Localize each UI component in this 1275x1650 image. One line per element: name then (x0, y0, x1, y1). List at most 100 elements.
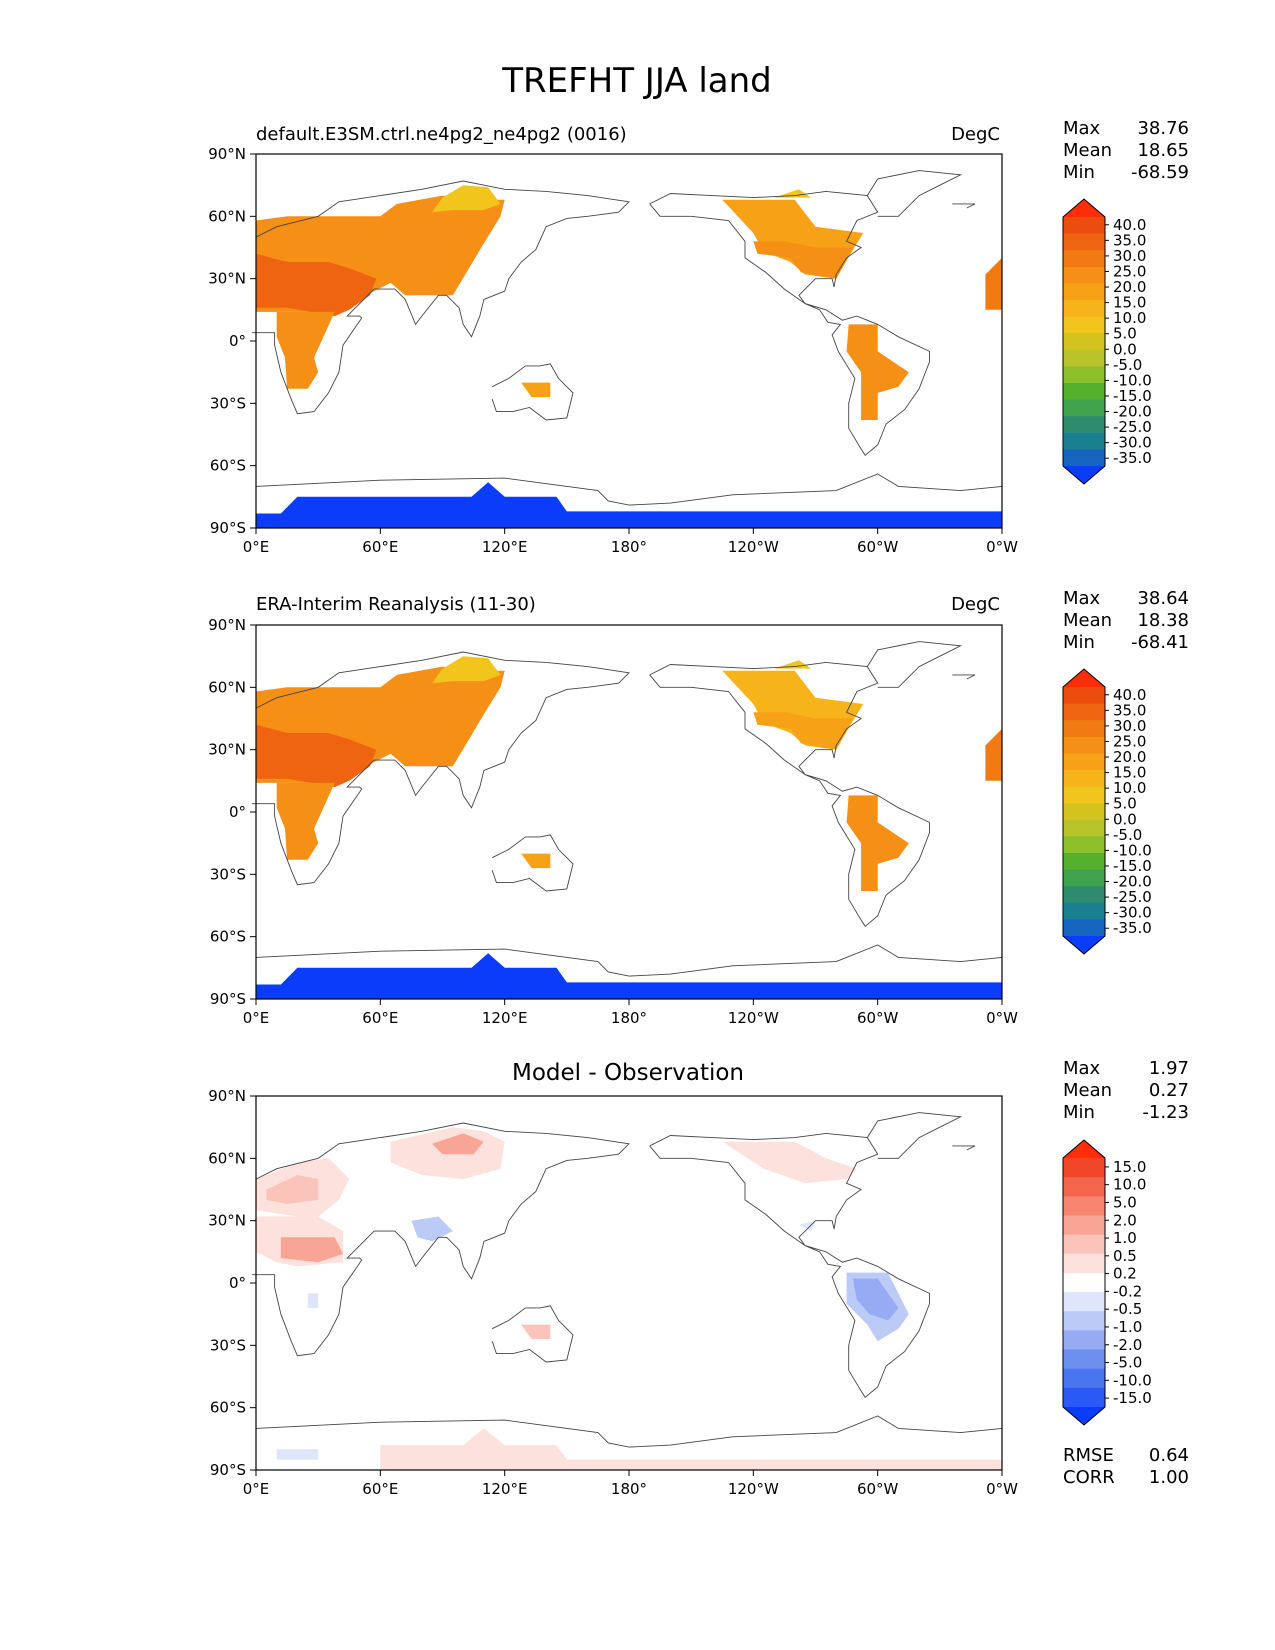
colorbar-segment (1063, 1292, 1105, 1312)
colorbar-model: 40.035.030.025.020.015.010.05.00.0-5.0-1… (1062, 198, 1152, 485)
y-tick-label: 30°N (208, 270, 246, 288)
coastline-2 (649, 661, 930, 927)
map-diff: 0°E 60°E 120°E 180° 120°W 60°W 0°W 90°N 60°N 30°N… (208, 1087, 1018, 1498)
region-africa-south (276, 311, 335, 389)
x-tick-label: 60°E (362, 538, 398, 556)
y-tick-label: 0° (229, 1274, 246, 1292)
coastline-3 (866, 170, 963, 217)
region-india (411, 1216, 453, 1242)
panel-title-left: default.E3SM.ctrl.ne4pg2_ne4pg2 (0016) (256, 124, 627, 145)
region-north-america-blue (798, 1220, 816, 1232)
stat-value-mean: 0.27 (1149, 1080, 1189, 1101)
region-siberia-core (432, 1133, 484, 1155)
region-south-america (846, 795, 909, 891)
region-south-america (846, 324, 909, 420)
colorbar-segment (1063, 1387, 1105, 1408)
colorbar-tick-label: -15.0 (1113, 1389, 1152, 1407)
colorbar-extend-bottom (1063, 936, 1105, 954)
colorbar-segment (1063, 902, 1105, 920)
colorbar-tick-label: -5.0 (1113, 1354, 1142, 1372)
x-tick-label: 120°E (482, 1009, 528, 1027)
colorbar-tick-label: 10.0 (1113, 1176, 1146, 1194)
colorbar-extend-top (1063, 199, 1105, 217)
colorbar-segment (1063, 266, 1105, 284)
colorbar-outline (1062, 668, 1106, 955)
colorbar-tick-label: 0.0 (1113, 340, 1137, 358)
panel-title-right: DegC (951, 124, 1000, 145)
colorbar-segment (1063, 217, 1105, 235)
colorbar-segment (1063, 1253, 1105, 1274)
colorbar-tick-label: -35.0 (1113, 449, 1152, 467)
stats-block: Max 1.97 Mean 0.27 Min -1.23 (1063, 1058, 1189, 1123)
stat-label-mean: Mean (1063, 1080, 1112, 1101)
x-tick-label: 0°E (243, 538, 270, 556)
colorbar-tick-label: -25.0 (1113, 888, 1152, 906)
colorbar-tick-label: 25.0 (1113, 732, 1146, 750)
region-siberia-north (432, 185, 501, 213)
region-antarctica (256, 482, 1002, 528)
colorbar-tick-label: -0.5 (1113, 1300, 1142, 1318)
colorbar-segment (1063, 1311, 1105, 1331)
region-arctic-islands (774, 189, 812, 198)
colorbar-extend-top (1063, 669, 1105, 687)
colorbar-segment (1063, 919, 1105, 937)
coastline-5 (255, 944, 1003, 977)
metric-label-rmse: RMSE (1063, 1445, 1114, 1466)
x-tick-label: 0°W (986, 1009, 1018, 1027)
y-tick-label: 60°S (210, 928, 246, 946)
colorbar-tick-label: -10.0 (1113, 371, 1152, 389)
colorbar-tick-label: 25.0 (1113, 262, 1146, 280)
coastline-2 (649, 1132, 930, 1398)
stat-value-min: -68.59 (1131, 162, 1189, 183)
x-tick-label: 180° (611, 1480, 647, 1498)
colorbar-tick-label: 35.0 (1113, 231, 1146, 249)
x-tick-label: 0°W (986, 1480, 1018, 1498)
region-west-africa-edge (985, 728, 1002, 781)
stats-block: Max 38.64 Mean 18.38 Min -68.41 (1063, 588, 1189, 653)
stat-value-max: 38.64 (1137, 588, 1189, 609)
colorbar-tick-label: 5.0 (1113, 1193, 1137, 1211)
metrics-block: RMSE 0.64 CORR 1.00 (1063, 1445, 1189, 1488)
stat-label-max: Max (1063, 588, 1101, 609)
colorbar-segment (1063, 1272, 1105, 1293)
colorbar-outline (1062, 1139, 1106, 1426)
colorbar-diff: 15.010.05.02.01.00.50.2-0.2-0.5-1.0-2.0-… (1062, 1139, 1152, 1426)
x-tick-label: 120°E (482, 1480, 528, 1498)
colorbar-tick-label: -30.0 (1113, 904, 1152, 922)
stat-value-min: -68.41 (1131, 632, 1189, 653)
colorbar-segment (1063, 1330, 1105, 1351)
colorbar-segment (1063, 869, 1105, 887)
stat-label-max: Max (1063, 118, 1101, 139)
colorbar-extend-top (1063, 1140, 1105, 1158)
region-antarctica-west (629, 1459, 1002, 1470)
colorbar-tick-label: -10.0 (1113, 841, 1152, 859)
colorbar-tick-label: -2.0 (1113, 1336, 1142, 1354)
metric-label-corr: CORR (1063, 1467, 1115, 1488)
y-tick-label: 60°S (210, 1399, 246, 1417)
coastline-3 (866, 641, 963, 688)
colorbar-segment (1063, 1234, 1105, 1255)
region-north-america-south (753, 712, 853, 750)
colorbar-segment (1063, 250, 1105, 268)
coastline-4 (952, 1145, 976, 1151)
colorbar-tick-label: -0.2 (1113, 1282, 1142, 1300)
coastline-0 (251, 1122, 630, 1357)
stat-label-min: Min (1063, 632, 1095, 653)
colorbar-segment (1063, 886, 1105, 904)
coastline-4 (952, 203, 976, 209)
colorbar-tick-label: -15.0 (1113, 387, 1152, 405)
colorbar-segment (1063, 836, 1105, 854)
stat-label-mean: Mean (1063, 140, 1112, 161)
stat-value-min: -1.23 (1142, 1102, 1189, 1123)
map-background (256, 154, 1002, 528)
colorbar-tick-label: 30.0 (1113, 247, 1146, 265)
colorbar-segment (1063, 1158, 1105, 1178)
colorbar-segment (1063, 399, 1105, 417)
x-tick-label: 120°W (728, 538, 779, 556)
y-tick-label: 30°S (210, 394, 246, 412)
map-obs: 0°E 60°E 120°E 180° 120°W 60°W 0°W 90°N 60°N 30°N… (208, 616, 1018, 1027)
colorbar-segment (1063, 1177, 1105, 1197)
colorbar-segment (1063, 383, 1105, 401)
region-europe-core (266, 1175, 319, 1204)
